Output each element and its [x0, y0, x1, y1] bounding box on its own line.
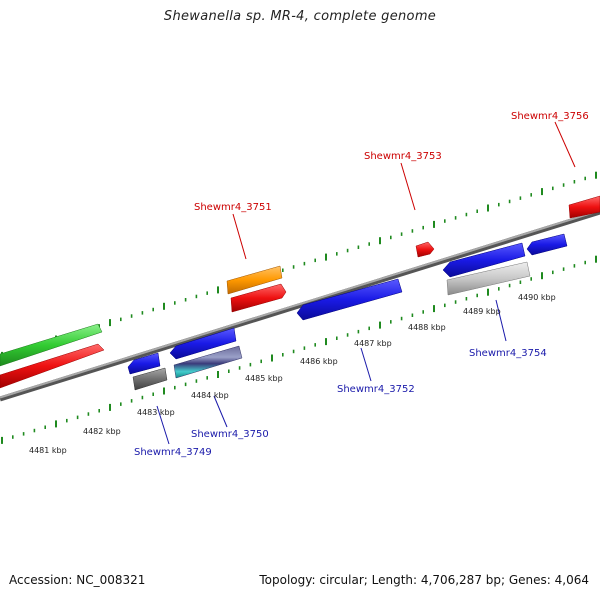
gene-blue-shewmr4-3754[interactable]	[442, 242, 526, 278]
gene-lightgrey-shewmr4-3754[interactable]	[446, 261, 531, 296]
gene-red-forward-left[interactable]	[0, 343, 105, 389]
gene-blue-shewmr4-3749[interactable]	[127, 352, 161, 375]
gene-blue-right[interactable]	[526, 233, 568, 256]
gene-green-forward[interactable]	[0, 323, 103, 367]
gene-red-shewmr4-3756[interactable]	[568, 195, 600, 219]
accession-label: Accession: NC_008321	[9, 573, 146, 587]
gene-label-shewmr4-3749[interactable]: Shewmr4_3749	[134, 447, 212, 458]
leader-shewmr4-3749	[156, 405, 170, 445]
gene-blue-shewmr4-3750[interactable]	[169, 327, 237, 360]
gene-label-shewmr4-3754[interactable]: Shewmr4_3754	[469, 348, 547, 359]
lower-tick-rail	[1, 255, 597, 444]
scale-label-4482: 4482 kbp	[83, 427, 121, 436]
leader-shewmr4-3750	[213, 395, 228, 428]
gene-orange-shewmr4-3751[interactable]	[226, 265, 283, 295]
genome-backbone	[0, 209, 600, 402]
leader-shewmr4-3754	[495, 299, 507, 342]
leader-shewmr4-3756	[554, 121, 576, 168]
scale-label-4488: 4488 kbp	[408, 323, 446, 332]
scale-label-4483: 4483 kbp	[137, 408, 175, 417]
gene-label-shewmr4-3756[interactable]: Shewmr4_3756	[511, 111, 589, 122]
leader-shewmr4-3752	[360, 347, 372, 382]
map-title: Shewanella sp. MR-4, complete genome	[163, 9, 437, 24]
leader-shewmr4-3751	[232, 213, 247, 260]
gene-label-shewmr4-3752[interactable]: Shewmr4_3752	[337, 384, 415, 395]
genome-summary: Topology: circular; Length: 4,706,287 bp…	[259, 573, 589, 587]
gene-label-shewmr4-3753[interactable]: Shewmr4_3753	[364, 151, 442, 162]
scale-label-4490: 4490 kbp	[518, 293, 556, 302]
gene-red-shewmr4-3751[interactable]	[230, 283, 287, 313]
leader-shewmr4-3753	[400, 162, 416, 211]
gene-red-shewmr4-3753[interactable]	[415, 241, 435, 258]
genome-backbone-highlight	[0, 209, 600, 399]
scale-label-4481: 4481 kbp	[29, 446, 67, 455]
scale-label-4484: 4484 kbp	[191, 391, 229, 400]
scale-label-4486: 4486 kbp	[300, 357, 338, 366]
scale-label-4489: 4489 kbp	[463, 307, 501, 316]
scale-label-4485: 4485 kbp	[245, 374, 283, 383]
scale-label-4487: 4487 kbp	[354, 339, 392, 348]
gene-label-shewmr4-3751[interactable]: Shewmr4_3751	[194, 202, 272, 213]
gene-striped-shewmr4-3750[interactable]	[173, 345, 243, 379]
gene-grey-shewmr4-3749[interactable]	[132, 367, 168, 391]
gene-blue-shewmr4-3752[interactable]	[296, 278, 403, 321]
gene-label-shewmr4-3750[interactable]: Shewmr4_3750	[191, 429, 269, 440]
